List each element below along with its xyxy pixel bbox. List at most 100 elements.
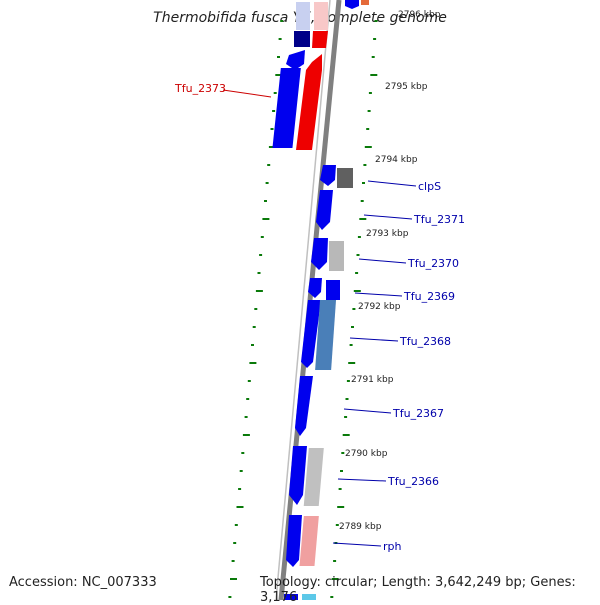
right-track-dash [340, 470, 343, 472]
right-track-dash [368, 92, 372, 94]
left-track-dash [246, 398, 250, 400]
right-track-dash [341, 452, 345, 454]
gene-bottom-blue-partial[interactable] [284, 594, 298, 600]
gene-2367[interactable] [295, 376, 313, 436]
left-track-dash [265, 182, 269, 184]
right-track-dash [364, 146, 372, 148]
gene-bottom-cyan-partial[interactable] [302, 594, 316, 600]
left-track-dash [268, 146, 276, 148]
right-track-dash [342, 434, 350, 436]
gene-2369-blue-b[interactable] [326, 280, 340, 300]
right-track-dash [330, 596, 334, 598]
right-track-dash [344, 416, 348, 418]
gene-2370-blue[interactable] [311, 238, 328, 270]
right-track-dash [367, 110, 371, 112]
right-track-dash [337, 506, 345, 508]
gene-red-2373[interactable] [296, 54, 322, 150]
left-track-dash [241, 452, 245, 454]
left-track-dash [273, 92, 277, 94]
gene-2368-blue[interactable] [301, 300, 321, 368]
gene-top-right-partial[interactable] [345, 0, 359, 9]
right-dotted-track [330, 20, 378, 598]
gene-top-dark-navy[interactable] [294, 31, 310, 47]
left-track-dash [249, 362, 257, 364]
left-track-dash [234, 524, 238, 526]
left-track-dash [270, 128, 274, 130]
kbp-label-2789: 2789 kbp [339, 522, 382, 532]
right-track-dash [366, 128, 370, 130]
gene-rph-blue[interactable] [286, 515, 302, 567]
kbp-label-2795: 2795 kbp [385, 82, 428, 92]
gene-label-tfu-2373[interactable]: Tfu_2373 [174, 82, 226, 95]
left-track-dash [278, 38, 282, 40]
gene-2371[interactable] [316, 190, 333, 230]
left-track-dash [236, 506, 244, 508]
left-track-dash [231, 560, 235, 562]
right-track-dash [363, 164, 367, 166]
left-track-dash [233, 542, 237, 544]
gene-blue-strand-2373[interactable] [272, 68, 301, 148]
gene-2366-gray[interactable] [303, 448, 324, 506]
gene-label-tfu-2368[interactable]: Tfu_2368 [399, 335, 451, 348]
gene-label-tfu-2369[interactable]: Tfu_2369 [403, 290, 455, 303]
gene-label-tfu-2367[interactable]: Tfu_2367 [392, 407, 444, 420]
leader-tfu-2371 [363, 214, 413, 220]
gene-2366-blue[interactable] [289, 446, 307, 505]
right-track-dash [356, 254, 360, 256]
left-track-dash [252, 326, 256, 328]
left-track-dash [254, 308, 258, 310]
gene-label-tfu-2366[interactable]: Tfu_2366 [387, 475, 439, 488]
gene-top-multicolor[interactable] [361, 0, 369, 5]
kbp-label-2793: 2793 kbp [366, 229, 409, 239]
gene-clps-blue[interactable] [320, 165, 336, 186]
left-track-dash [242, 434, 250, 436]
right-track-dash [333, 560, 337, 562]
left-track-dash [277, 56, 280, 58]
gene-2369-blue-a[interactable] [308, 278, 322, 298]
kbp-label-2792: 2792 kbp [358, 302, 401, 312]
left-track-dash [230, 578, 237, 580]
accession-text: Accession: NC_007333 [9, 575, 157, 590]
kbp-label-2796: 2796 kbp [398, 10, 441, 20]
right-track-dash [359, 218, 367, 220]
backbone-inner [275, 0, 331, 600]
gene-label-rph[interactable]: rph [383, 540, 402, 553]
left-track-dash [228, 596, 232, 598]
gene-rph-pink[interactable] [299, 516, 319, 566]
right-track-dash [371, 56, 375, 58]
left-track-dash [275, 74, 283, 76]
gene-top-light-left[interactable] [296, 2, 310, 30]
gene-2370-gray[interactable] [329, 241, 344, 271]
gene-top-red-small[interactable] [312, 31, 328, 48]
leader-clps [367, 180, 417, 187]
left-track-dash [259, 254, 263, 256]
leader-tfu-2370 [358, 258, 407, 264]
left-track-dash [255, 290, 263, 292]
gene-label-clps[interactable]: clpS [418, 180, 441, 193]
left-track-dash [251, 344, 254, 346]
left-track-dash [267, 164, 271, 166]
gene-label-tfu-2370[interactable]: Tfu_2370 [407, 257, 459, 270]
gene-clps-dark[interactable] [337, 168, 353, 188]
right-track-dash [352, 308, 356, 310]
right-track-dash [355, 272, 359, 274]
left-track-dash [272, 110, 276, 112]
left-track-dash [264, 200, 267, 202]
right-track-dash [373, 38, 377, 40]
right-track-dash [360, 200, 364, 202]
leader-tfu-2367 [343, 408, 392, 414]
right-track-dash [335, 524, 339, 526]
leader-tfu-2368 [349, 337, 399, 342]
kbp-label-2790: 2790 kbp [345, 449, 388, 459]
left-track-dash [262, 218, 270, 220]
right-track-dash [349, 344, 353, 346]
gene-top-light-right[interactable] [314, 2, 328, 30]
gene-2368-steel[interactable] [315, 300, 337, 370]
gene-blue-pre-2373[interactable] [286, 50, 305, 70]
gene-label-tfu-2371[interactable]: Tfu_2371 [413, 213, 465, 226]
right-track-dash [348, 362, 356, 364]
left-track-dash [238, 488, 242, 490]
left-track-dash [239, 470, 243, 472]
right-track-dash [351, 326, 354, 328]
